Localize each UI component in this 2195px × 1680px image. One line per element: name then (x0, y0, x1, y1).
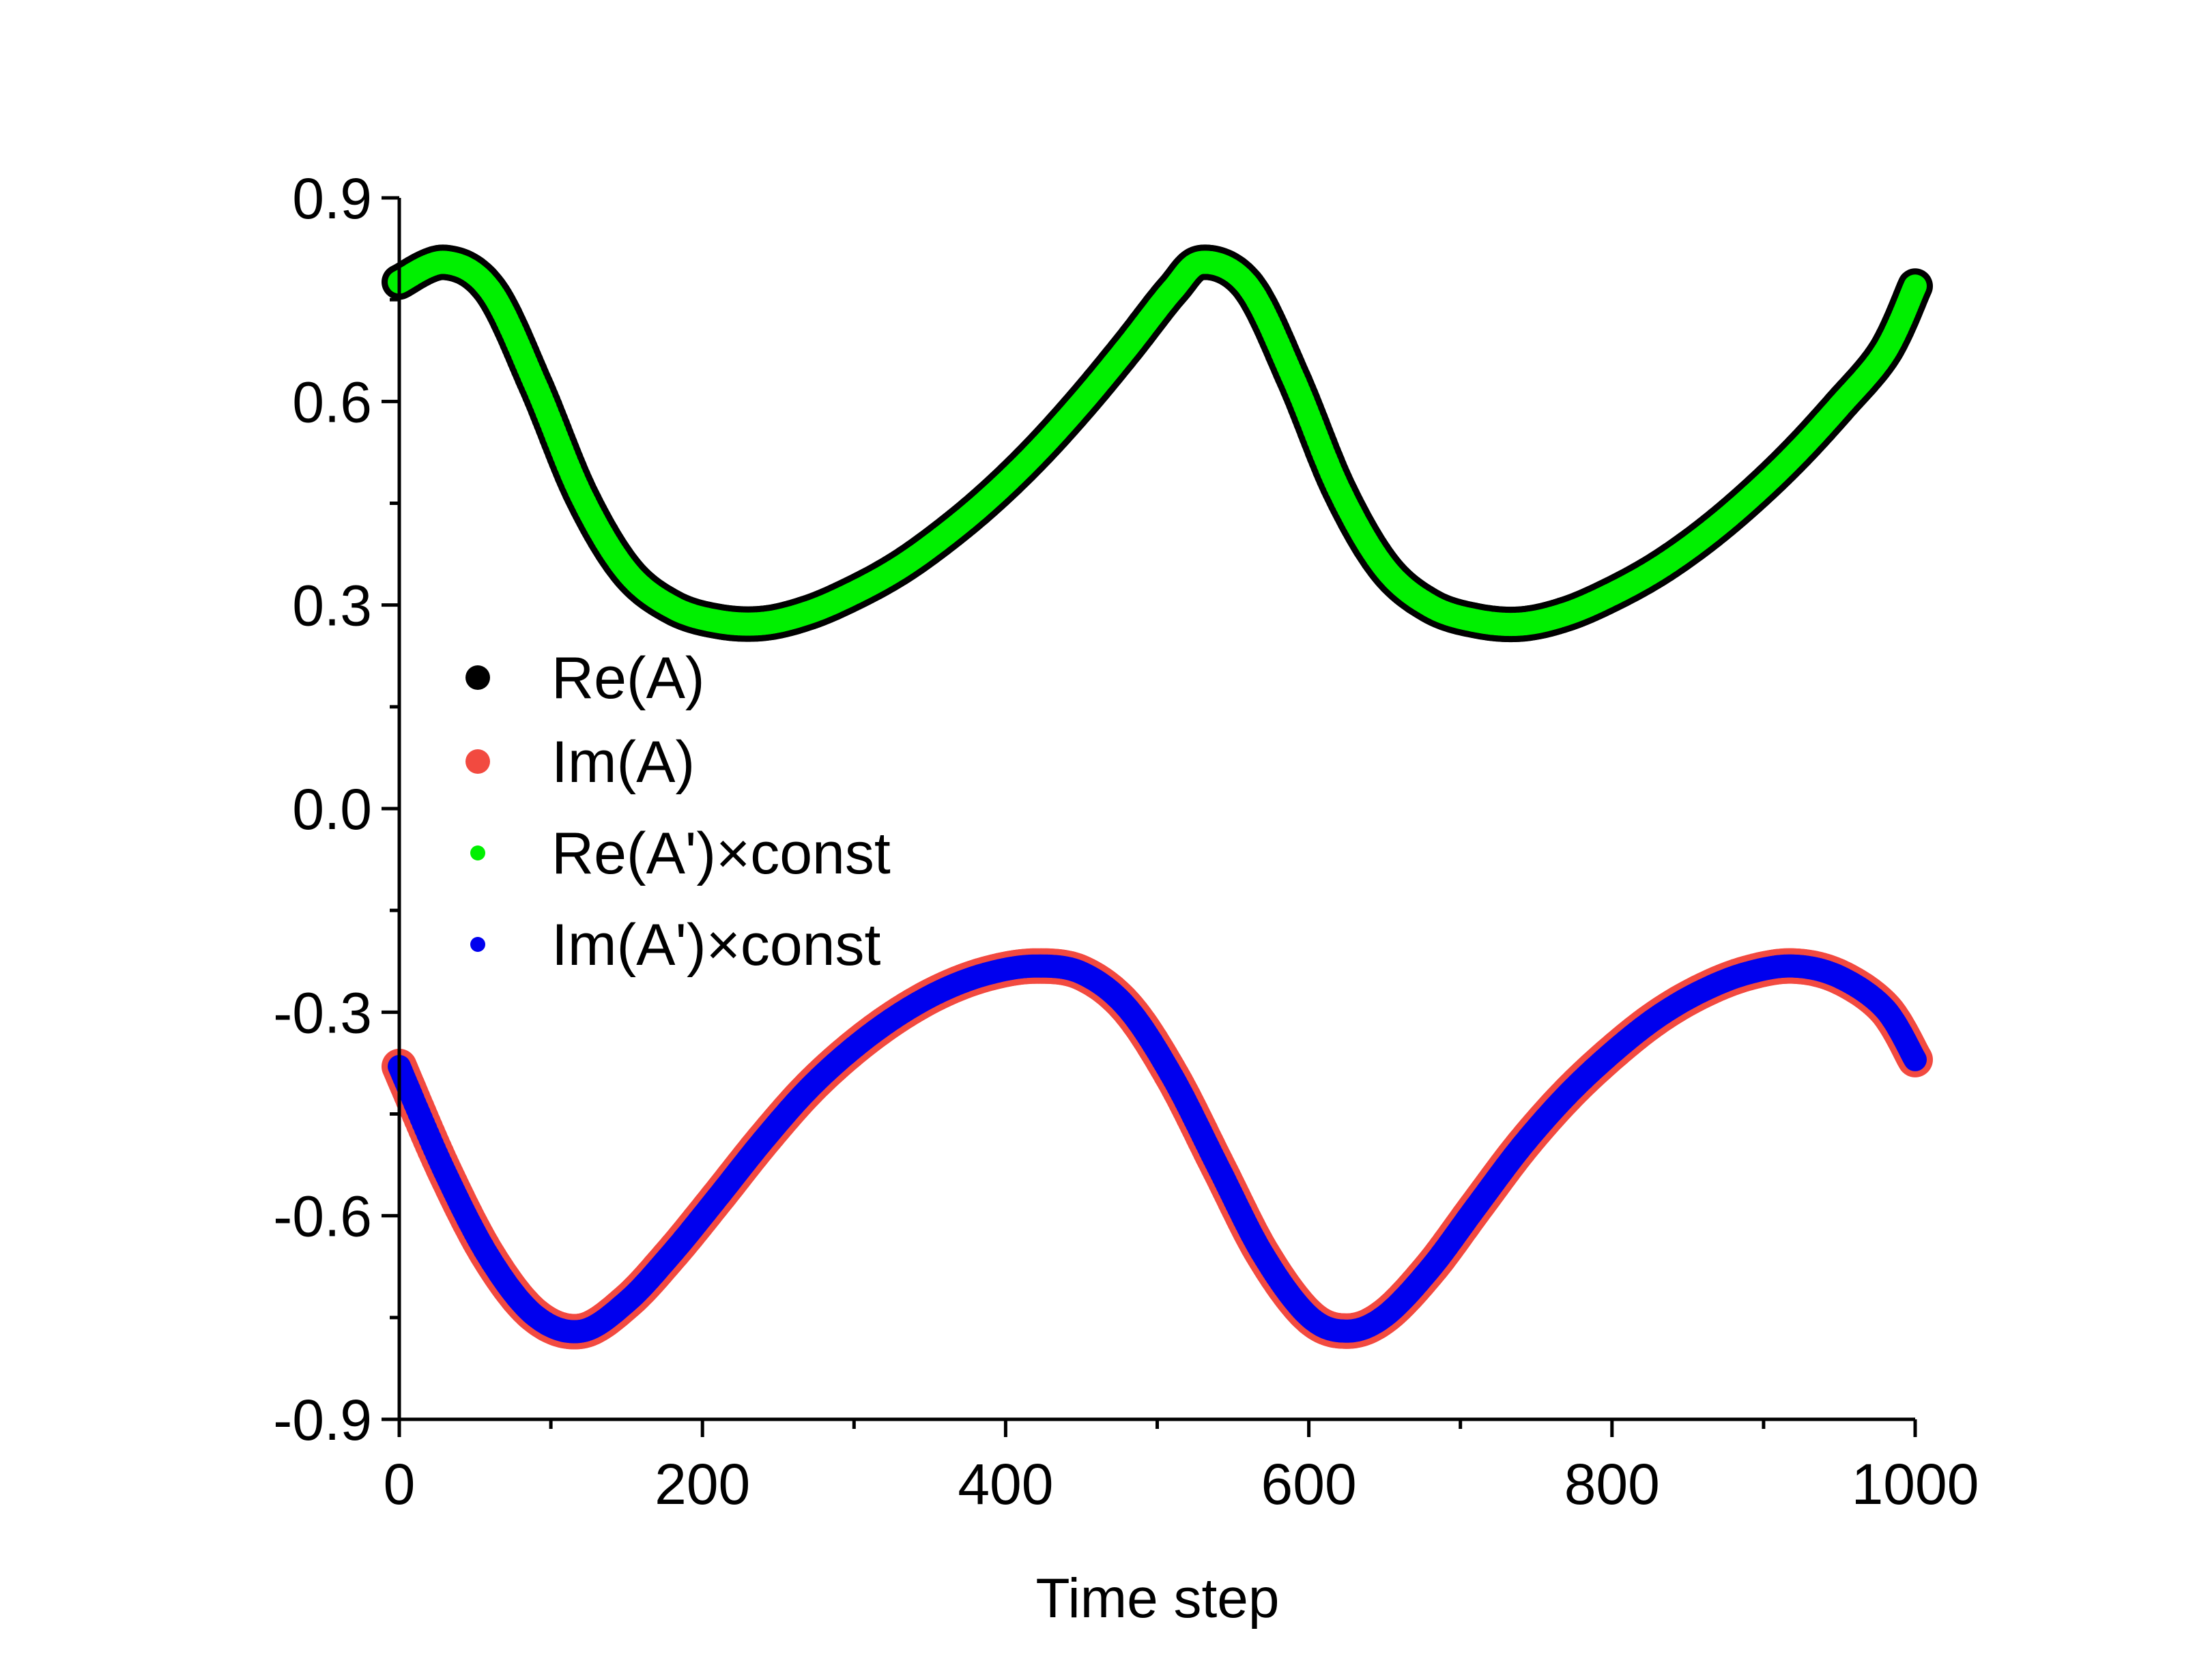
series-layer (382, 244, 1933, 1350)
data-point (1904, 274, 1927, 298)
x-tick-label: 800 (1564, 1452, 1660, 1516)
series-re-a-prime (388, 250, 1927, 637)
data-point (1904, 1047, 1927, 1071)
legend-marker-re-a-prime (470, 845, 485, 860)
x-tick-label: 600 (1261, 1452, 1357, 1516)
y-tick-label: -0.9 (273, 1388, 372, 1452)
legend-label-re-a-prime: Re(A')×const (551, 821, 891, 886)
series-im-a-prime (388, 954, 1927, 1344)
legend-label-re-a: Re(A) (551, 646, 705, 711)
x-axis-label: Time step (1036, 1567, 1280, 1630)
y-tick-label: 0.0 (292, 777, 372, 841)
y-tick-label: -0.6 (273, 1185, 372, 1249)
legend-label-im-a-prime: Im(A')×const (551, 912, 880, 978)
y-tick-label: 0.6 (292, 370, 372, 434)
x-tick-label: 200 (655, 1452, 750, 1516)
x-tick-label: 0 (384, 1452, 416, 1516)
legend-marker-re-a (465, 665, 490, 690)
y-tick-label: -0.3 (273, 981, 372, 1045)
x-tick-label: 400 (958, 1452, 1053, 1516)
legend-marker-im-a (465, 749, 490, 774)
y-tick-label: 0.3 (292, 574, 372, 638)
legend-marker-im-a-prime (470, 937, 485, 952)
legend-label-im-a: Im(A) (551, 729, 695, 795)
legend: Re(A) Im(A) Re(A')×const Im(A')×const (465, 646, 891, 978)
ticks-layer: 0 200 400 600 800 1000 0.9 0.6 0.3 0.0 -0.3 -0.6 -0.… (273, 166, 1979, 1516)
y-tick-label: 0.9 (292, 166, 372, 231)
x-tick-label: 1000 (1852, 1452, 1979, 1516)
